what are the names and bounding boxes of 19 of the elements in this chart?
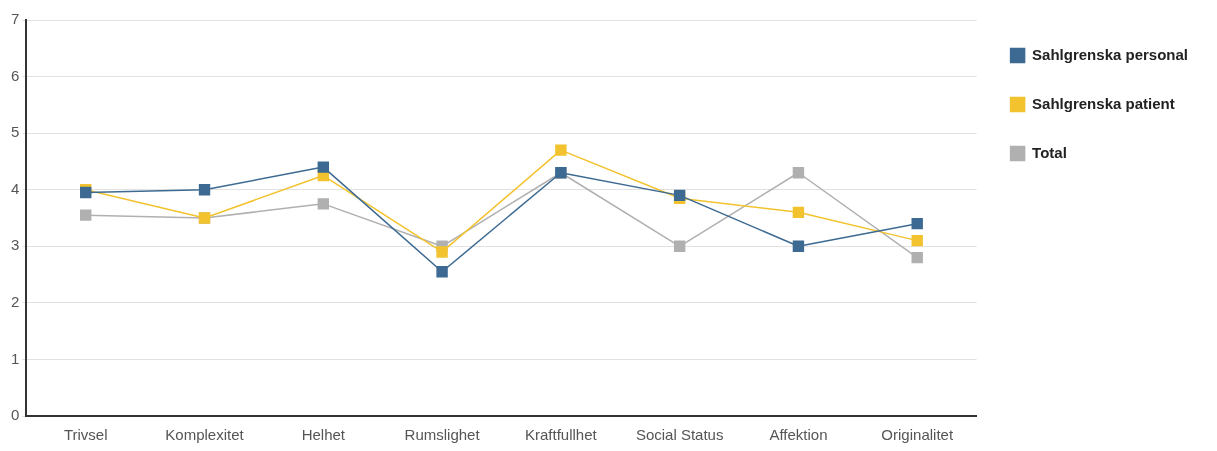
legend-label: Total bbox=[1032, 143, 1067, 161]
y-tick-label: 5 bbox=[11, 123, 20, 141]
x-tick-label: Originalitet bbox=[881, 426, 954, 444]
x-tick-label: Social Status bbox=[635, 426, 724, 444]
x-tick-label: Trivsel bbox=[63, 426, 108, 444]
x-tick-label: Komplexitet bbox=[165, 426, 245, 444]
y-tick-label: 3 bbox=[11, 236, 20, 254]
x-tick-label: Rumslighet bbox=[404, 426, 481, 444]
y-tick-label: 7 bbox=[11, 10, 20, 28]
legend-label: Sahlgrenska patient bbox=[1032, 94, 1175, 112]
y-tick-label: 6 bbox=[11, 66, 20, 84]
legend-label: Sahlgrenska personal bbox=[1032, 45, 1189, 63]
y-tick-label: 4 bbox=[11, 179, 20, 197]
y-tick-label: 1 bbox=[11, 349, 20, 367]
x-tick-label: Affektion bbox=[769, 426, 828, 444]
x-tick-label: Kraftfullhet bbox=[525, 426, 598, 444]
y-tick-label: 2 bbox=[11, 293, 20, 310]
x-tick-label: Helhet bbox=[301, 426, 346, 444]
y-tick-label: 0 bbox=[11, 406, 20, 424]
